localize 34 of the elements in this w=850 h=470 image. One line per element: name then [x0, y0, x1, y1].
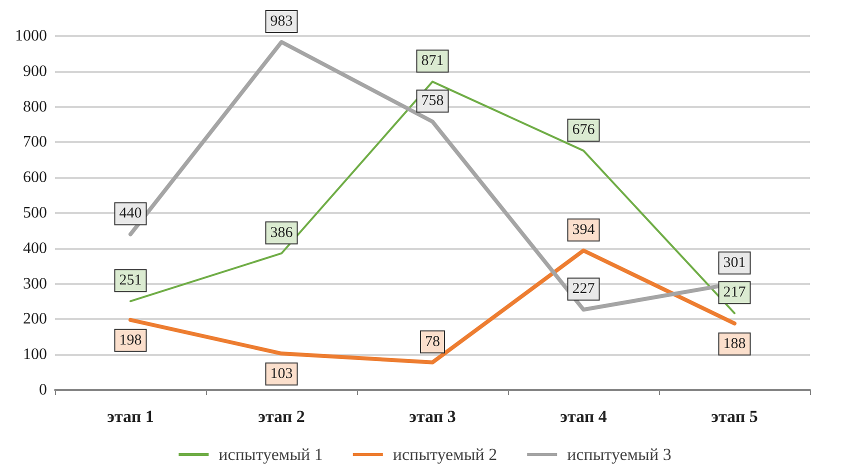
data-label: 440: [119, 206, 142, 222]
data-label: 676: [572, 122, 596, 138]
data-label: 386: [270, 224, 294, 241]
x-tick-label: этап 1: [107, 407, 154, 426]
y-tick-label: 400: [23, 240, 47, 257]
data-label: 103: [270, 366, 293, 382]
y-tick-label: 200: [23, 310, 47, 328]
x-tick-label: этап 3: [409, 407, 456, 426]
data-label: 983: [270, 14, 293, 30]
y-tick-label: 700: [23, 134, 47, 151]
data-label: 394: [572, 222, 596, 238]
data-label: 217: [723, 284, 746, 301]
y-tick-label: 800: [23, 98, 47, 116]
y-tick-label: 900: [23, 62, 47, 80]
data-label: 758: [421, 93, 444, 110]
x-tick-label: этап 5: [711, 407, 758, 426]
data-label: 871: [421, 53, 444, 70]
x-tick-label: этап 2: [258, 407, 305, 426]
y-tick-label: 600: [23, 169, 47, 186]
y-tick-label: 100: [23, 346, 47, 364]
legend-label: испытуемый 2: [392, 445, 498, 464]
data-label: 198: [119, 332, 142, 348]
x-tick-label: этап 4: [560, 407, 608, 426]
y-tick-label: 500: [23, 204, 47, 222]
y-tick-label: 300: [23, 275, 47, 292]
data-label: 251: [119, 272, 142, 289]
data-label: 188: [723, 336, 746, 352]
data-label: 301: [723, 254, 746, 271]
y-tick-label: 1000: [15, 28, 47, 44]
y-tick-label: 0: [39, 382, 47, 398]
legend-label: испытуемый 3: [567, 445, 672, 464]
data-label: 227: [572, 281, 596, 298]
data-label: 78: [425, 334, 440, 350]
legend-label: испытуемый 1: [218, 445, 323, 464]
